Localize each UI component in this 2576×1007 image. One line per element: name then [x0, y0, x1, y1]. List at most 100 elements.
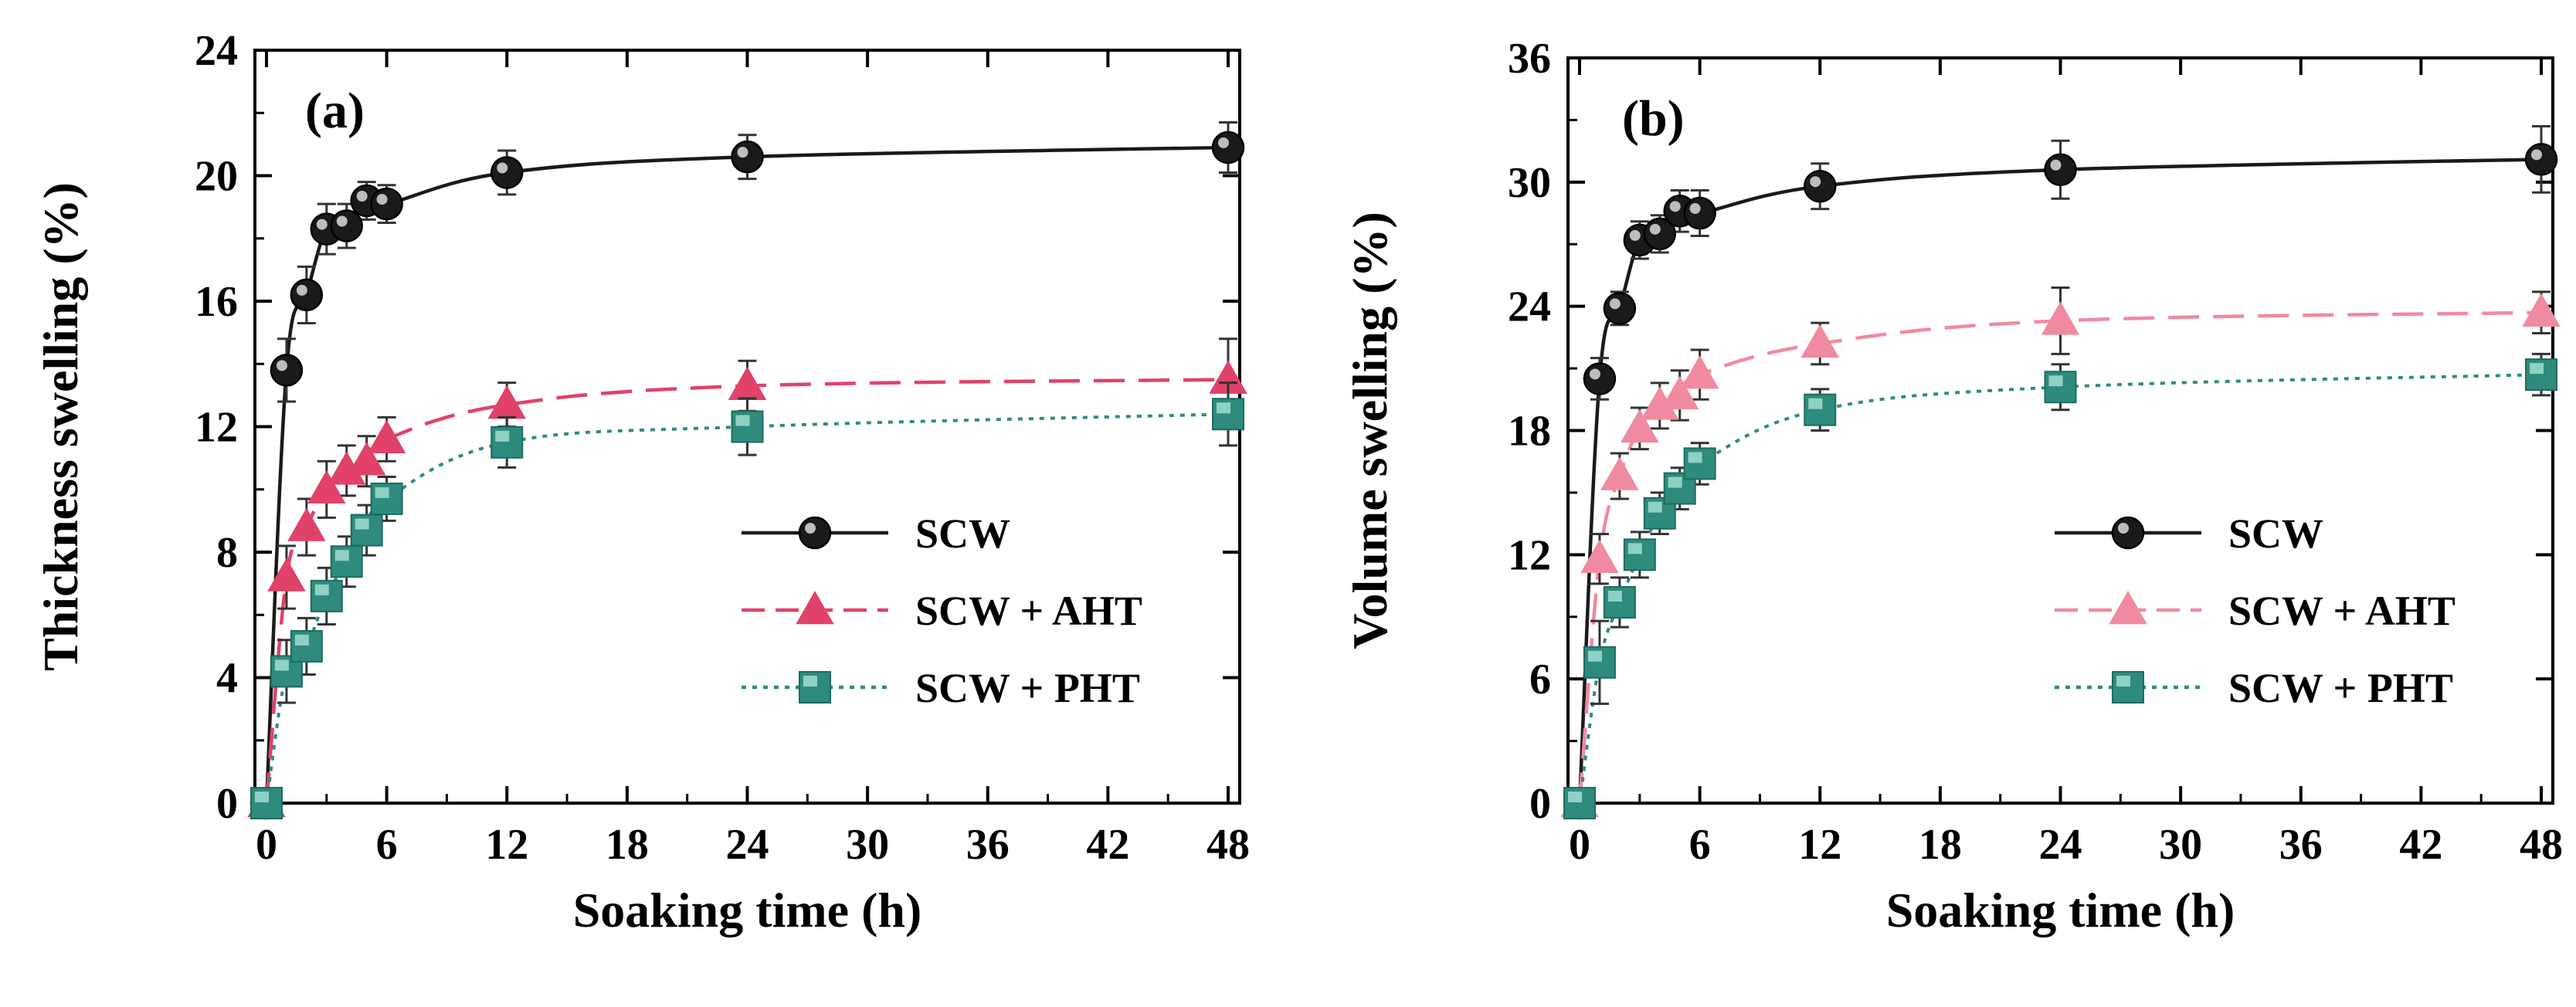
x-tick-label: 6	[376, 821, 398, 869]
data-point	[1683, 196, 1716, 230]
data-point-highlight	[274, 659, 289, 671]
legend-marker-highlight	[2118, 523, 2129, 534]
x-tick-label: 0	[1569, 821, 1590, 869]
panel-b: 0 6 12 18 24 30 36 0 6 12 18 24 30 36 42 48 Soaking time…	[1342, 35, 2563, 937]
data-point-highlight	[495, 430, 510, 442]
data-point	[367, 419, 406, 453]
data-point-highlight	[1587, 650, 1602, 662]
y-tick-label: 12	[195, 404, 238, 452]
data-point	[1660, 375, 1699, 410]
data-point	[2041, 301, 2080, 335]
y-axis-title: Thickness swelling (%)	[33, 182, 88, 671]
data-point	[1804, 169, 1837, 203]
y-tick-label: 36	[1508, 35, 1551, 83]
data-point-highlight	[316, 219, 328, 230]
legend-entry: SCW	[742, 510, 1010, 557]
y-tick-label: 20	[195, 153, 238, 201]
data-point-highlight	[314, 584, 329, 595]
data-point	[2524, 143, 2558, 176]
y-tick-label: 18	[1508, 408, 1551, 456]
data-point	[1603, 292, 1637, 325]
legend-marker	[2111, 516, 2145, 550]
data-point-highlight	[356, 191, 368, 202]
data-point-highlight	[1808, 398, 1823, 409]
data-point-highlight	[336, 215, 348, 227]
data-point-highlight	[255, 792, 269, 802]
panel-label: (a)	[305, 83, 365, 139]
panel-label: (b)	[1622, 90, 1685, 147]
y-tick-label: 12	[1508, 531, 1551, 579]
data-point-highlight	[1609, 298, 1621, 310]
data-point	[370, 187, 403, 221]
legend-entry: SCW + PHT	[2055, 665, 2453, 711]
data-point	[1600, 456, 1639, 490]
legend-entry: SCW	[2055, 510, 2323, 557]
data-point-highlight	[334, 550, 349, 561]
x-tick-label: 12	[1798, 821, 1841, 869]
series-scwpht	[250, 381, 1244, 819]
data-point	[1800, 324, 1839, 358]
x-tick-label: 30	[846, 821, 889, 869]
data-point-highlight	[1668, 476, 1682, 488]
x-tick-label: 36	[2279, 821, 2323, 869]
x-tick-label: 18	[1919, 821, 1962, 869]
x-axis-title: Soaking time (h)	[573, 883, 922, 937]
data-point-highlight	[276, 360, 287, 371]
data-point-highlight	[2048, 375, 2063, 387]
series-scwpht	[1563, 352, 2557, 819]
y-axis-title: Volume swelling (%)	[1342, 212, 1397, 649]
x-tick-label: 36	[966, 821, 1010, 869]
x-tick-label: 48	[1207, 821, 1250, 869]
data-point-highlight	[2050, 159, 2062, 171]
data-point	[490, 156, 524, 189]
data-point	[731, 140, 764, 174]
y-tick-label: 24	[195, 27, 238, 75]
x-tick-label: 30	[2159, 821, 2202, 869]
data-point	[1621, 409, 1659, 443]
data-point-highlight	[1217, 402, 1230, 414]
data-point-highlight	[1669, 201, 1681, 212]
x-tick-label: 12	[485, 821, 528, 869]
data-point-highlight	[1810, 176, 1821, 188]
y-tick-label: 8	[216, 529, 238, 577]
data-point	[728, 366, 767, 400]
legend-entry: SCW + PHT	[742, 665, 1140, 711]
data-point-highlight	[1629, 229, 1641, 241]
data-point-highlight	[1689, 203, 1701, 215]
x-tick-label: 24	[726, 821, 769, 869]
data-point-highlight	[1688, 452, 1702, 463]
x-tick-label: 42	[2399, 821, 2442, 869]
data-point-highlight	[1627, 543, 1642, 554]
data-point	[330, 209, 363, 242]
legend-label: SCW + AHT	[915, 588, 1142, 634]
data-point-highlight	[376, 194, 388, 205]
legend-label: SCW + PHT	[2228, 665, 2453, 711]
series-scwaht	[247, 337, 1247, 818]
data-point-highlight	[735, 415, 750, 426]
x-axis-title: Soaking time (h)	[1886, 883, 2235, 937]
series-line	[1578, 373, 2542, 804]
y-tick-label: 24	[1508, 283, 1551, 331]
data-point-highlight	[1568, 792, 1582, 802]
data-point	[287, 507, 326, 541]
legend-marker	[796, 590, 834, 625]
legend-label: SCW + AHT	[2228, 588, 2456, 634]
series-scwaht	[1560, 287, 2561, 818]
data-point	[270, 354, 304, 387]
legend-entry: SCW + AHT	[742, 588, 1142, 634]
x-tick-label: 24	[2039, 821, 2082, 869]
x-tick-label: 6	[1689, 821, 1711, 869]
data-point	[2044, 153, 2077, 186]
legend-marker-highlight	[2116, 676, 2130, 687]
data-point	[2522, 293, 2561, 327]
data-point-highlight	[737, 147, 748, 158]
y-tick-label: 4	[216, 655, 238, 703]
data-point-highlight	[497, 162, 508, 174]
legend-marker-highlight	[803, 676, 817, 687]
data-point	[1211, 131, 1245, 164]
data-point-highlight	[1589, 368, 1600, 380]
x-tick-label: 0	[256, 821, 277, 869]
legend-label: SCW	[2228, 510, 2323, 557]
